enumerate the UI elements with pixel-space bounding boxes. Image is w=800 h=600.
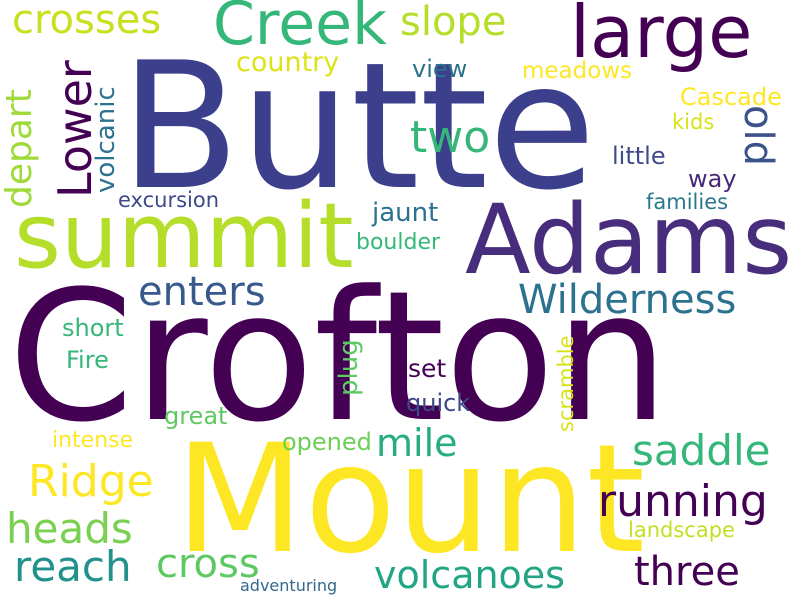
word-meadows: meadows: [522, 58, 633, 84]
word-crosses: crosses: [12, 0, 162, 43]
word-wilderness: Wilderness: [518, 277, 737, 323]
word-families: families: [646, 190, 729, 214]
word-three: three: [634, 549, 740, 595]
word-opened: opened: [282, 428, 372, 456]
word-plug: plug: [334, 339, 364, 396]
word-scramble: scramble: [554, 335, 578, 432]
word-jaunt: jaunt: [372, 198, 439, 228]
word-country: country: [236, 47, 340, 78]
word-boulder: boulder: [356, 230, 441, 255]
word-slope: slope: [400, 0, 507, 45]
word-old: old: [735, 105, 781, 166]
word-two: two: [410, 112, 491, 163]
word-little: little: [612, 142, 666, 170]
word-view: view: [412, 55, 468, 83]
word-adams: Adams: [465, 184, 793, 296]
word-cascade: Cascade: [680, 83, 782, 111]
word-heads: heads: [6, 504, 133, 553]
word-short: short: [62, 314, 124, 342]
word-cross: cross: [156, 541, 260, 587]
word-running: running: [598, 476, 768, 527]
word-mount: Mount: [175, 413, 646, 587]
word-kids: kids: [672, 110, 715, 134]
word-intense: intense: [52, 428, 134, 453]
word-fire: Fire: [66, 346, 109, 374]
word-quick: quick: [406, 389, 471, 417]
word-enters: enters: [138, 269, 266, 315]
word-butte: Butte: [120, 26, 596, 229]
word-set: set: [408, 354, 447, 383]
word-excursion: excursion: [118, 188, 220, 212]
word-depart: depart: [0, 89, 40, 208]
word-crofton: Crofton: [8, 253, 669, 462]
word-adventuring: adventuring: [240, 576, 338, 595]
word-way: way: [688, 165, 737, 193]
word-saddle: saddle: [632, 426, 771, 475]
word-landscape: landscape: [628, 518, 735, 542]
word-volcanoes: volcanoes: [374, 553, 565, 597]
word-ridge: Ridge: [28, 456, 154, 507]
word-great: great: [164, 402, 228, 430]
word-volcanic: volcanic: [91, 86, 121, 193]
word-creek: Creek: [213, 0, 387, 59]
word-summit: summit: [14, 184, 354, 289]
word-large: large: [570, 0, 753, 74]
word-mile: mile: [376, 421, 458, 465]
word-reach: reach: [14, 542, 132, 591]
